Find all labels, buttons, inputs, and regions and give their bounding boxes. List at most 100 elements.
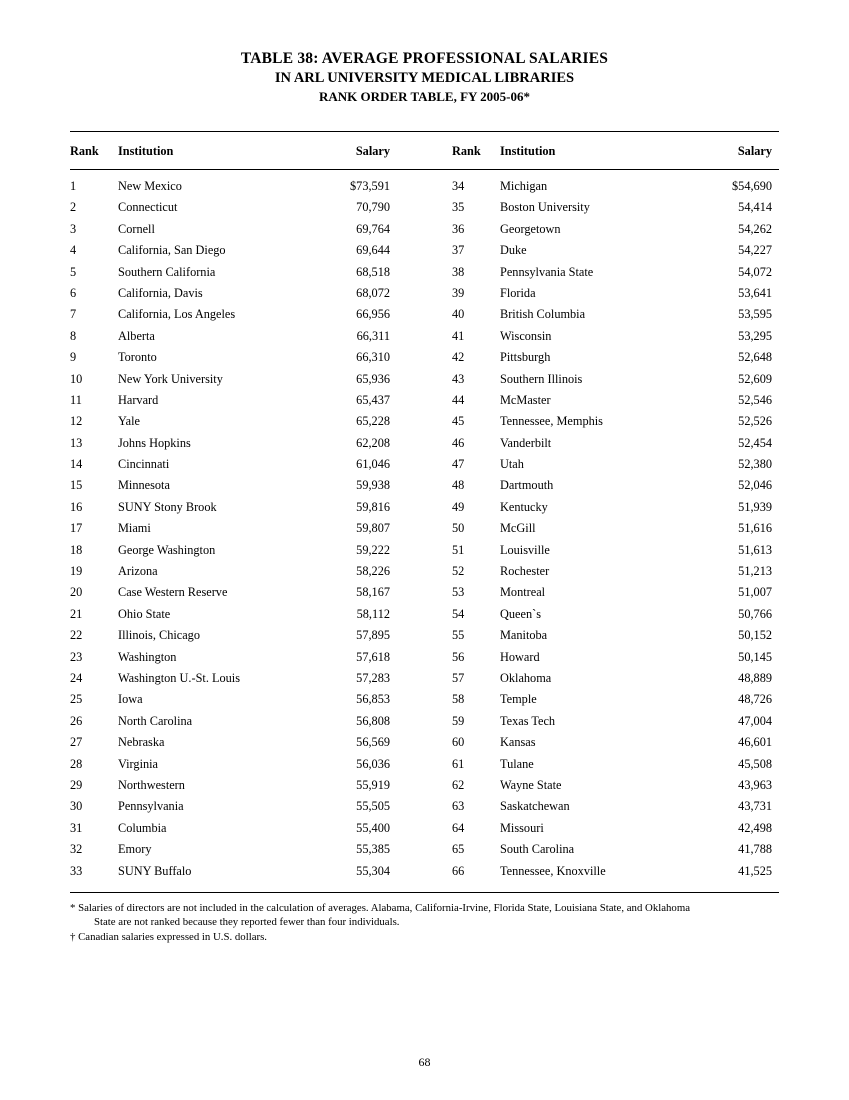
cell-rank: 37 (452, 240, 500, 261)
cell-institution: North Carolina (118, 711, 318, 732)
cell-salary: 43,963 (700, 775, 772, 796)
cell-salary: 50,766 (700, 604, 772, 625)
table-row: 4California, San Diego69,64437Duke54,227 (70, 240, 779, 261)
cell-rank: 11 (70, 390, 118, 411)
cell-salary: 51,007 (700, 582, 772, 603)
cell-salary: 62,208 (318, 433, 390, 454)
cell-rank: 5 (70, 262, 118, 283)
cell-salary: $73,591 (318, 176, 390, 197)
cell-salary: 59,938 (318, 475, 390, 496)
cell-rank: 46 (452, 433, 500, 454)
cell-salary: 55,304 (318, 861, 390, 882)
cell-salary: 56,853 (318, 689, 390, 710)
cell-institution: Miami (118, 518, 318, 539)
table-row: 5Southern California68,51838Pennsylvania… (70, 262, 779, 283)
cell-salary: 57,283 (318, 668, 390, 689)
cell-institution: Boston University (500, 197, 700, 218)
table-row: 32Emory55,38565South Carolina41,788 (70, 839, 779, 860)
table-header-row: Rank Institution Salary Rank Institution… (70, 132, 779, 169)
cell-institution: Vanderbilt (500, 433, 700, 454)
cell-salary: 59,222 (318, 540, 390, 561)
cell-institution: SUNY Stony Brook (118, 497, 318, 518)
cell-salary: 48,726 (700, 689, 772, 710)
cell-rank: 40 (452, 304, 500, 325)
header-rank-left: Rank (70, 144, 118, 159)
table-row: 6California, Davis68,07239Florida53,641 (70, 283, 779, 304)
cell-institution: Case Western Reserve (118, 582, 318, 603)
title-line-3: RANK ORDER TABLE, FY 2005-06* (70, 89, 779, 105)
cell-institution: Northwestern (118, 775, 318, 796)
cell-rank: 54 (452, 604, 500, 625)
cell-rank: 57 (452, 668, 500, 689)
cell-institution: Washington (118, 647, 318, 668)
cell-salary: 57,895 (318, 625, 390, 646)
cell-salary: 68,518 (318, 262, 390, 283)
cell-salary: 54,072 (700, 262, 772, 283)
title-line-1: TABLE 38: AVERAGE PROFESSIONAL SALARIES (70, 50, 779, 68)
cell-institution: Alberta (118, 326, 318, 347)
table-row: 30Pennsylvania55,50563Saskatchewan43,731 (70, 796, 779, 817)
cell-salary: 52,454 (700, 433, 772, 454)
table-row: 8Alberta66,31141Wisconsin53,295 (70, 326, 779, 347)
cell-rank: 28 (70, 754, 118, 775)
cell-salary: 51,213 (700, 561, 772, 582)
cell-rank: 61 (452, 754, 500, 775)
cell-rank: 56 (452, 647, 500, 668)
cell-rank: 31 (70, 818, 118, 839)
cell-institution: Montreal (500, 582, 700, 603)
cell-salary: 58,167 (318, 582, 390, 603)
cell-salary: $54,690 (700, 176, 772, 197)
cell-institution: SUNY Buffalo (118, 861, 318, 882)
cell-institution: Temple (500, 689, 700, 710)
cell-institution: Georgetown (500, 219, 700, 240)
cell-institution: California, San Diego (118, 240, 318, 261)
cell-institution: Pittsburgh (500, 347, 700, 368)
cell-rank: 48 (452, 475, 500, 496)
header-salary-right: Salary (700, 144, 772, 159)
cell-rank: 34 (452, 176, 500, 197)
cell-rank: 16 (70, 497, 118, 518)
cell-rank: 9 (70, 347, 118, 368)
cell-salary: 52,380 (700, 454, 772, 475)
table-row: 1New Mexico$73,59134Michigan$54,690 (70, 176, 779, 197)
cell-salary: 65,437 (318, 390, 390, 411)
footnote-1-line1: * Salaries of directors are not included… (70, 901, 779, 916)
cell-rank: 62 (452, 775, 500, 796)
cell-rank: 43 (452, 369, 500, 390)
footnote-1-line2: State are not ranked because they report… (70, 915, 779, 930)
cell-salary: 66,956 (318, 304, 390, 325)
cell-salary: 56,569 (318, 732, 390, 753)
cell-rank: 39 (452, 283, 500, 304)
cell-rank: 38 (452, 262, 500, 283)
cell-institution: Southern Illinois (500, 369, 700, 390)
cell-rank: 58 (452, 689, 500, 710)
cell-salary: 69,764 (318, 219, 390, 240)
cell-institution: Ohio State (118, 604, 318, 625)
cell-rank: 59 (452, 711, 500, 732)
cell-rank: 55 (452, 625, 500, 646)
cell-rank: 42 (452, 347, 500, 368)
cell-salary: 68,072 (318, 283, 390, 304)
cell-institution: Howard (500, 647, 700, 668)
header-rank-right: Rank (452, 144, 500, 159)
cell-institution: Emory (118, 839, 318, 860)
cell-salary: 51,613 (700, 540, 772, 561)
cell-salary: 69,644 (318, 240, 390, 261)
footnotes: * Salaries of directors are not included… (70, 901, 779, 945)
cell-salary: 66,310 (318, 347, 390, 368)
cell-salary: 50,152 (700, 625, 772, 646)
footnote-2: † Canadian salaries expressed in U.S. do… (70, 930, 779, 945)
cell-salary: 52,046 (700, 475, 772, 496)
cell-institution: California, Davis (118, 283, 318, 304)
cell-institution: New York University (118, 369, 318, 390)
cell-institution: Duke (500, 240, 700, 261)
cell-rank: 35 (452, 197, 500, 218)
cell-salary: 46,601 (700, 732, 772, 753)
cell-salary: 56,036 (318, 754, 390, 775)
cell-rank: 8 (70, 326, 118, 347)
cell-institution: Tennessee, Knoxville (500, 861, 700, 882)
cell-rank: 33 (70, 861, 118, 882)
cell-institution: Washington U.-St. Louis (118, 668, 318, 689)
table-row: 24Washington U.-St. Louis57,28357Oklahom… (70, 668, 779, 689)
table-row: 9Toronto66,31042Pittsburgh52,648 (70, 347, 779, 368)
